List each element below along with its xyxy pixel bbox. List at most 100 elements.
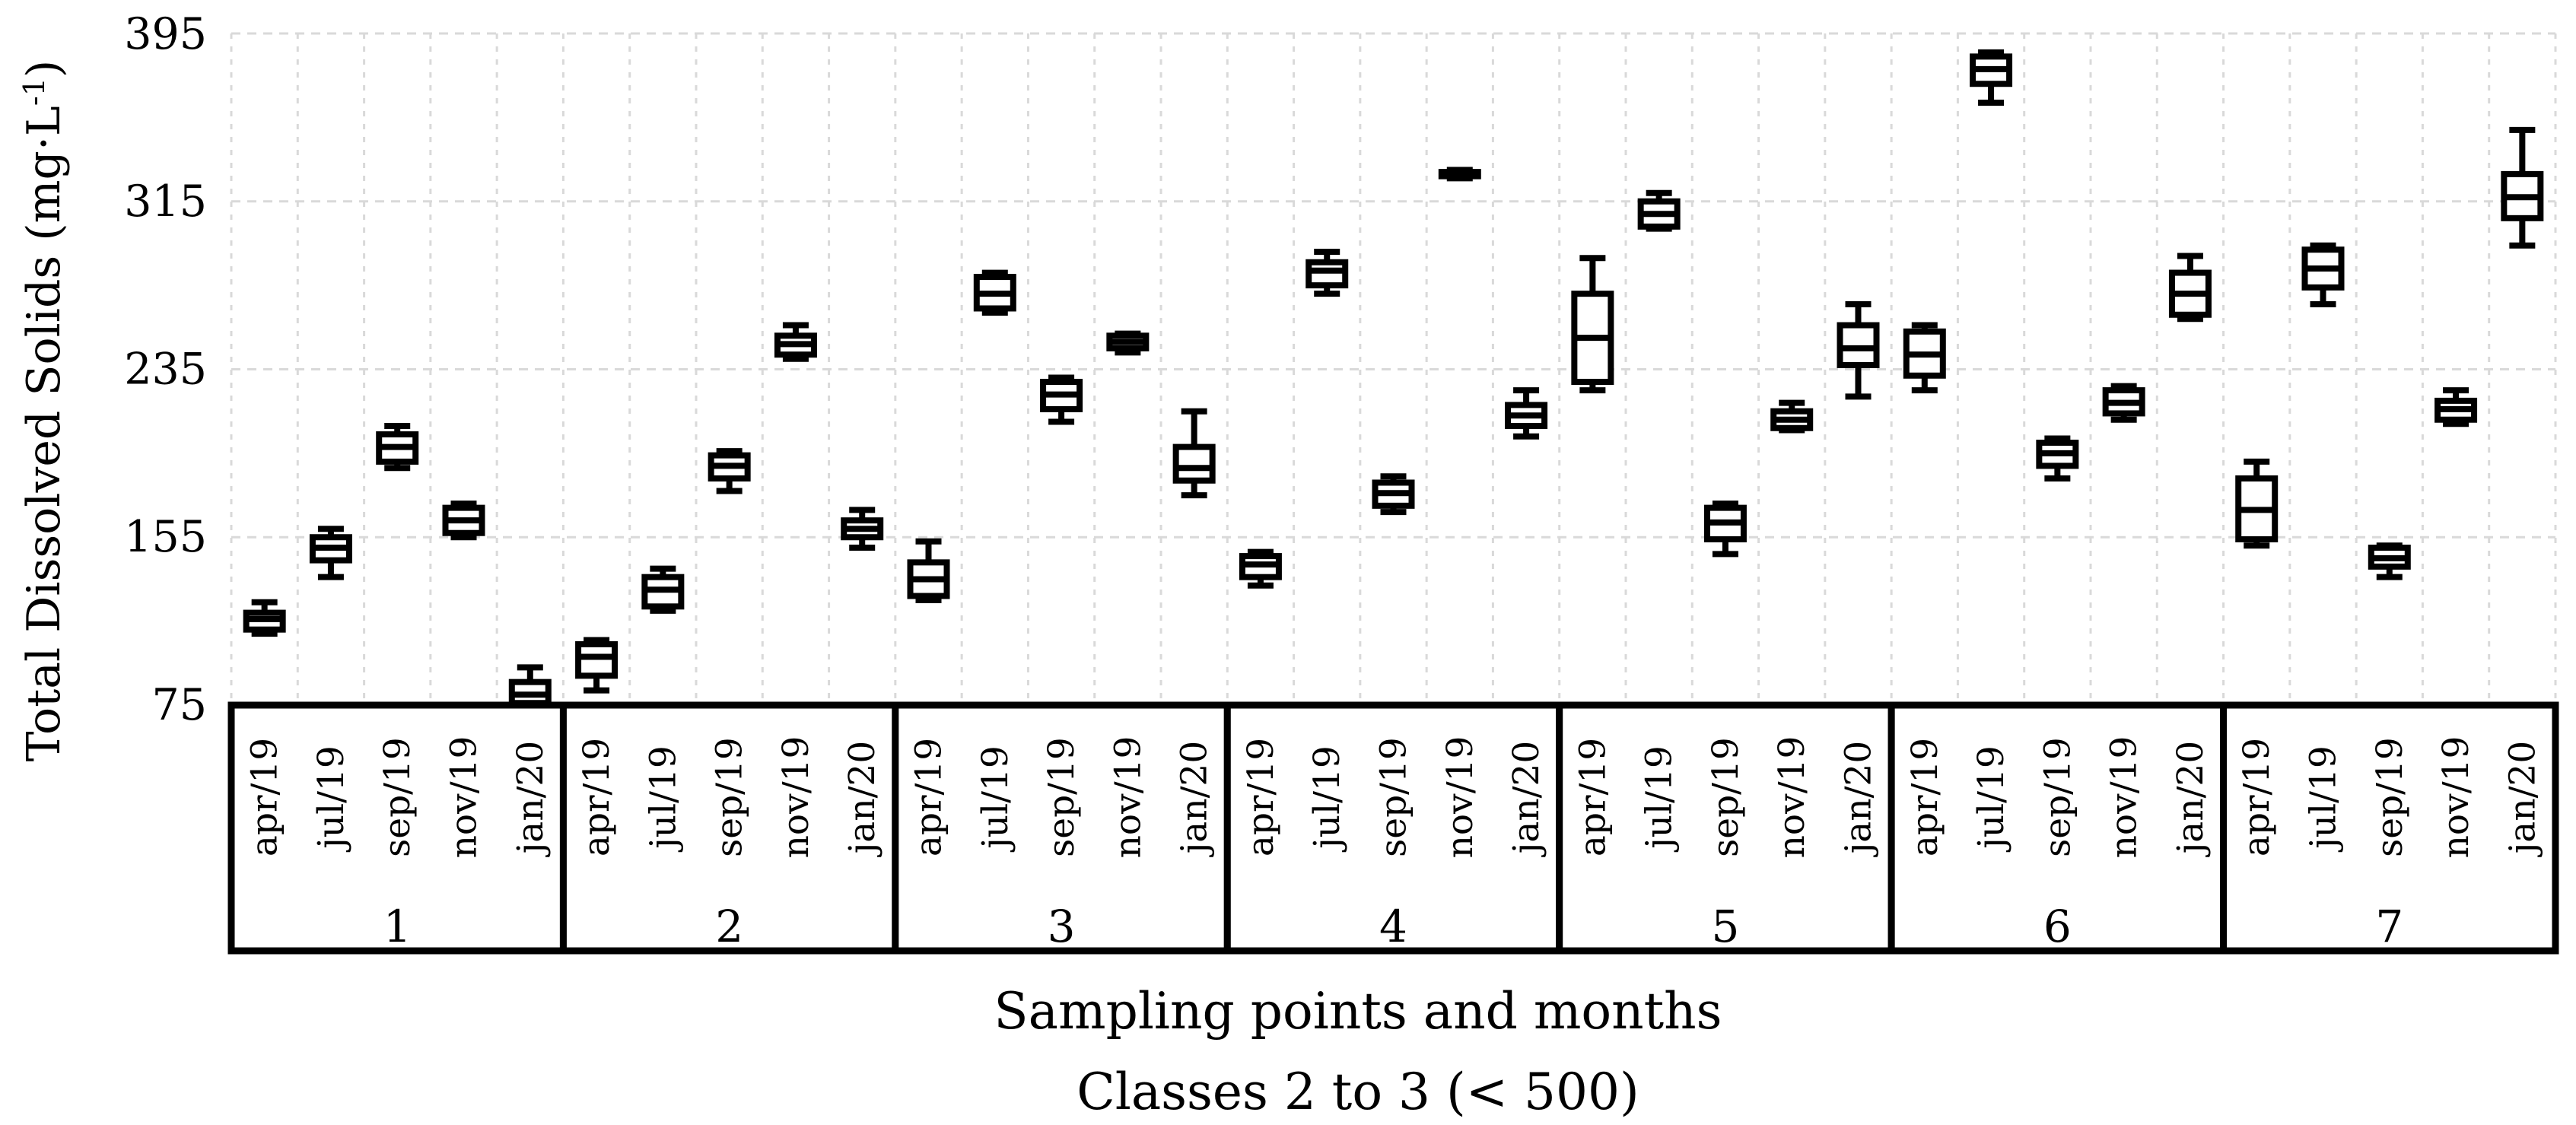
box-plot-point5-jul-19 bbox=[1637, 189, 1681, 232]
group-number-label: 3 bbox=[1048, 901, 1076, 952]
month-tick-label: jul/19 bbox=[2303, 745, 2345, 853]
group-label-box-3 bbox=[892, 701, 1231, 955]
y-tick-label-75: 75 bbox=[151, 680, 207, 730]
box-plot-point3-sep-19 bbox=[1040, 374, 1083, 425]
group-label-box-6 bbox=[1887, 701, 2228, 955]
month-tick-label: sep/19 bbox=[1041, 737, 1083, 857]
group-number-label: 1 bbox=[383, 901, 412, 952]
box-plot-point1-sep-19 bbox=[376, 423, 419, 472]
month-tick-label: jan/20 bbox=[2501, 741, 2543, 858]
month-tick-label: apr/19 bbox=[1572, 738, 1614, 856]
month-tick-label: nov/19 bbox=[2104, 736, 2145, 859]
month-tick-label: jan/20 bbox=[841, 741, 883, 858]
month-tick-label: nov/19 bbox=[444, 736, 485, 859]
box-plot-point3-apr-19 bbox=[907, 538, 950, 604]
box-plot-point5-jan-20 bbox=[1837, 300, 1880, 400]
box-plot-point5-sep-19 bbox=[1703, 501, 1747, 558]
group-number-label: 2 bbox=[715, 901, 743, 952]
month-tick-label: jan/20 bbox=[1838, 741, 1880, 858]
group-number-label: 5 bbox=[1711, 901, 1739, 952]
chart-subtitle-classes: Classes 2 to 3 (< 500) bbox=[1077, 1063, 1639, 1121]
month-tick-label: sep/19 bbox=[2369, 737, 2411, 857]
iqr-box bbox=[575, 640, 619, 679]
box-plot-point6-jan-20 bbox=[2168, 253, 2212, 323]
month-tick-label: jan/20 bbox=[1506, 741, 1547, 858]
box-plot-point2-apr-19 bbox=[575, 637, 619, 694]
box-plot-point7-jan-20 bbox=[2501, 126, 2544, 249]
month-tick-label: jul/19 bbox=[310, 745, 352, 853]
box-plot-point5-nov-19 bbox=[1770, 399, 1814, 434]
group-label-box-5 bbox=[1556, 701, 1895, 955]
x-axis-label-boxes: apr/19 jul/19 sep/19 nov/19 jan/20 1 apr/19 jul… bbox=[227, 701, 2559, 955]
month-tick-label: sep/19 bbox=[1705, 737, 1747, 857]
month-tick-label: apr/19 bbox=[1904, 738, 1946, 856]
group-number-label: 4 bbox=[1379, 901, 1407, 952]
y-tick-label-235: 235 bbox=[124, 345, 207, 395]
box-plot-point1-jan-20 bbox=[508, 664, 552, 708]
month-tick-label: sep/19 bbox=[377, 737, 418, 857]
group-label-box-2 bbox=[559, 701, 899, 955]
box-plot-point2-nov-19 bbox=[774, 322, 817, 362]
month-tick-label: jul/19 bbox=[642, 745, 684, 853]
group-label-box-7 bbox=[2220, 701, 2559, 955]
month-tick-label: nov/19 bbox=[775, 736, 817, 859]
box-plot-point1-jul-19 bbox=[309, 526, 352, 580]
month-tick-label: jan/20 bbox=[1174, 741, 1216, 858]
box-plot-point4-jan-20 bbox=[1505, 387, 1548, 440]
box-plot-point6-sep-19 bbox=[2036, 435, 2079, 481]
month-tick-label: jul/19 bbox=[1639, 745, 1681, 853]
box-plot-point5-apr-19 bbox=[1571, 255, 1614, 394]
box-plot-point1-nov-19 bbox=[442, 501, 485, 541]
month-tick-label: sep/19 bbox=[1373, 737, 1415, 857]
month-tick-label: jan/20 bbox=[510, 741, 552, 858]
box-plot-point3-jan-20 bbox=[1172, 408, 1216, 499]
box-plot-point6-nov-19 bbox=[2102, 383, 2145, 423]
gridlines bbox=[230, 32, 2557, 705]
box-plot-point4-nov-19 bbox=[1438, 167, 1481, 182]
month-tick-label: nov/19 bbox=[1439, 736, 1481, 859]
box-plot-point3-jul-19 bbox=[973, 269, 1016, 316]
month-tick-label: nov/19 bbox=[2435, 736, 2477, 859]
iqr-box bbox=[1172, 443, 1216, 484]
y-axis-title: Total Dissolved Solids (mg·L-1) bbox=[17, 60, 71, 762]
month-tick-label: apr/19 bbox=[2236, 738, 2278, 856]
month-tick-label: apr/19 bbox=[576, 738, 618, 856]
month-tick-label: nov/19 bbox=[1771, 736, 1813, 859]
box-plot-point4-sep-19 bbox=[1372, 473, 1415, 516]
month-tick-label: apr/19 bbox=[244, 738, 286, 856]
x-axis-title: Sampling points and months bbox=[994, 982, 1722, 1041]
box-plot-point2-jul-19 bbox=[641, 565, 685, 614]
month-tick-label: jul/19 bbox=[1970, 745, 2012, 853]
month-tick-label: jul/19 bbox=[975, 745, 1016, 853]
box-plot-point1-apr-19 bbox=[243, 599, 286, 637]
iqr-box bbox=[1305, 259, 1349, 289]
month-tick-label: apr/19 bbox=[908, 738, 950, 856]
box-plot-point7-nov-19 bbox=[2434, 387, 2478, 427]
group-number-label: 7 bbox=[2375, 901, 2403, 952]
box-plot-point7-jul-19 bbox=[2301, 242, 2345, 307]
box-plot-point7-apr-19 bbox=[2235, 458, 2279, 549]
group-number-label: 6 bbox=[2043, 901, 2072, 952]
box-plot-point7-sep-19 bbox=[2368, 542, 2411, 580]
box-plot-point6-jul-19 bbox=[1970, 49, 2013, 106]
y-tick-label-395: 395 bbox=[124, 9, 207, 59]
month-tick-label: jan/20 bbox=[2170, 741, 2212, 858]
y-tick-label-315: 315 bbox=[124, 176, 207, 227]
box-plot-point4-apr-19 bbox=[1239, 548, 1282, 589]
iqr-box bbox=[1837, 322, 1880, 368]
month-tick-label: sep/19 bbox=[2037, 737, 2078, 857]
y-tick-label-155: 155 bbox=[124, 512, 207, 562]
box-plot-point2-jan-20 bbox=[841, 507, 884, 551]
box-plot-point2-sep-19 bbox=[708, 448, 751, 494]
month-tick-label: sep/19 bbox=[709, 737, 751, 857]
box-plot-point4-jul-19 bbox=[1305, 248, 1349, 297]
month-tick-label: jul/19 bbox=[1306, 745, 1348, 853]
group-label-box-4 bbox=[1223, 701, 1563, 955]
box-plot-series bbox=[243, 49, 2544, 708]
month-tick-label: apr/19 bbox=[1240, 738, 1282, 856]
month-tick-label: nov/19 bbox=[1107, 736, 1149, 859]
box-plot-point3-nov-19 bbox=[1106, 330, 1150, 356]
box-plot-point6-apr-19 bbox=[1903, 322, 1946, 394]
